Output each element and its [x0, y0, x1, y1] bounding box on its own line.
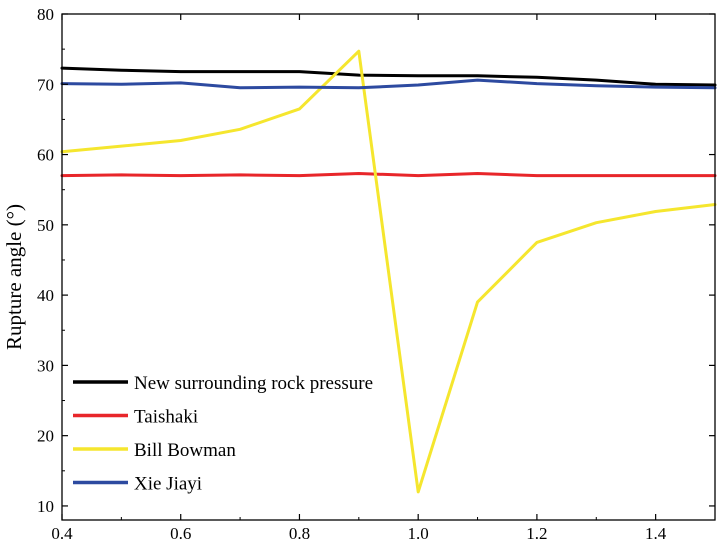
y-tick-label: 50: [37, 216, 54, 235]
series-line-2: [60, 172, 717, 178]
ticks-layer: 0.4 0.6 0.8 1.0 1.2 1.4 10 20 30 40 50 60 70 80: [37, 5, 716, 541]
y-tick-label: 20: [37, 427, 54, 446]
plot-frame: [61, 13, 716, 521]
axes-layer: [61, 13, 716, 521]
legend: New surrounding rock pressure Taishaki Bil…: [73, 373, 373, 495]
x-tick-label: 0.4: [51, 524, 73, 541]
y-tick-label: 80: [37, 5, 54, 24]
legend-label: Xie Jiayi: [134, 474, 202, 495]
y-tick-label: 10: [37, 497, 54, 516]
x-tick-label: 1.2: [526, 524, 547, 541]
x-tick-label: 1.4: [645, 524, 667, 541]
series-line-3: [60, 49, 717, 494]
x-tick-label: 0.8: [289, 524, 310, 541]
series-layer: [60, 49, 717, 494]
y-tick-label: 40: [37, 286, 54, 305]
legend-label: Taishaki: [134, 407, 198, 428]
y-axis-label: Rupture angle (°): [2, 204, 26, 350]
x-tick-label: 1.0: [408, 524, 429, 541]
series-line-1: [60, 66, 717, 87]
series-line-4: [60, 78, 717, 90]
y-tick-label: 60: [37, 146, 54, 165]
legend-label: Bill Bowman: [134, 440, 236, 461]
y-tick-label: 70: [37, 75, 54, 94]
x-tick-label: 0.6: [170, 524, 191, 541]
y-tick-label: 30: [37, 356, 54, 375]
legend-label: New surrounding rock pressure: [134, 373, 373, 394]
